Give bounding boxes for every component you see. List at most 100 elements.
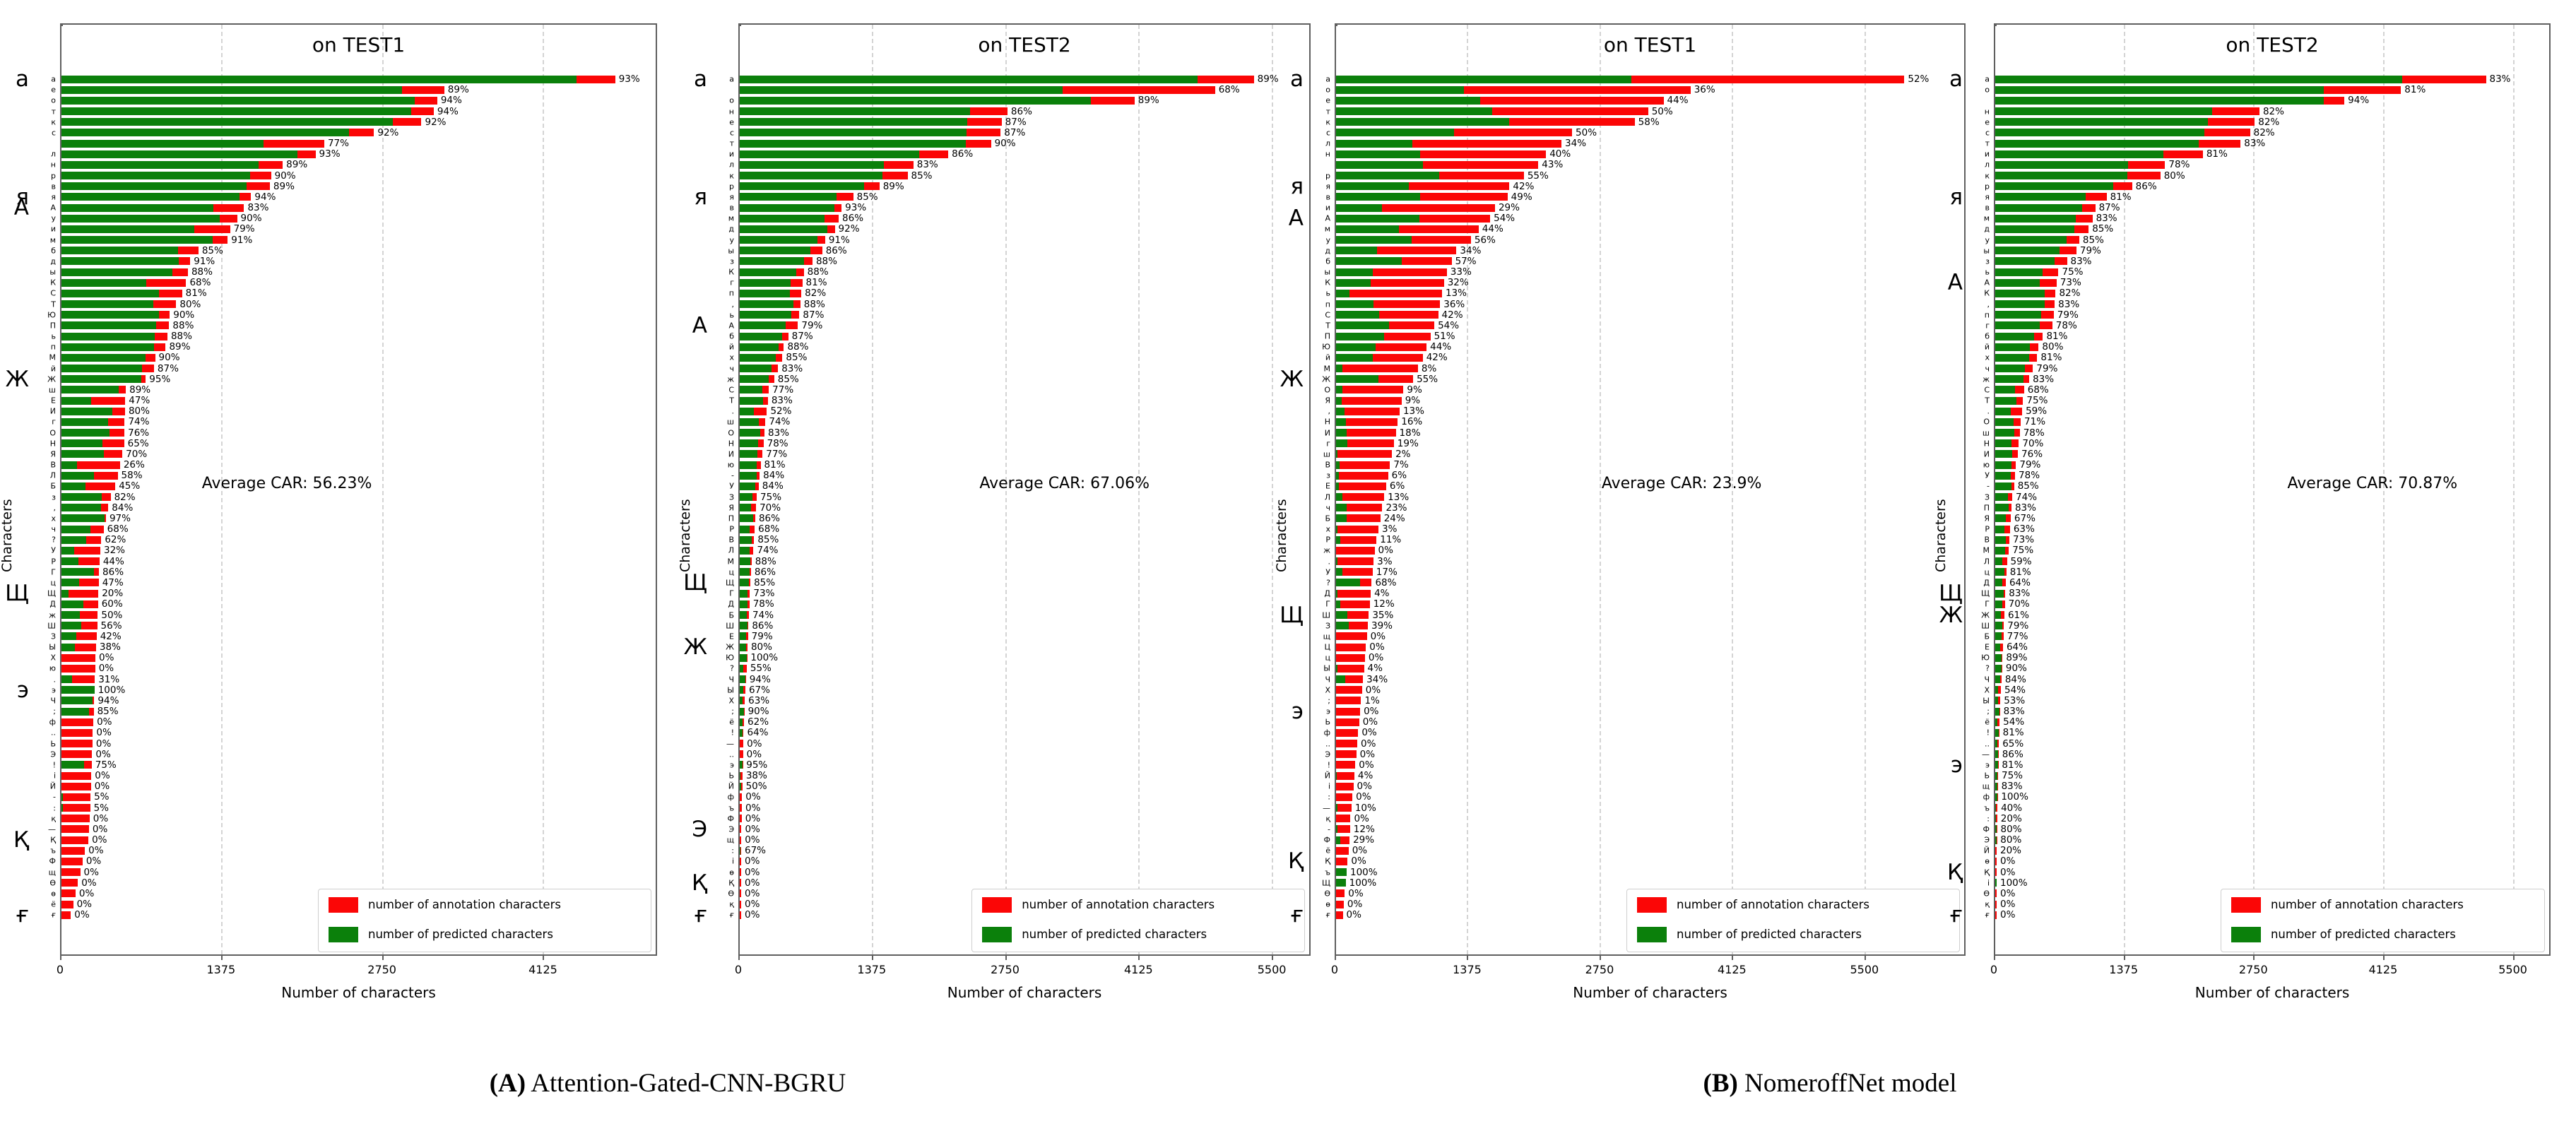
- bar-annotation: [1377, 247, 1457, 255]
- bar-annotation: [2040, 321, 2052, 330]
- bar-percent-label: 87%: [1005, 116, 1027, 128]
- bar-annotation: [61, 889, 76, 898]
- bar-predicted: [1336, 353, 1373, 362]
- bar-row-label: О: [49, 428, 56, 438]
- bar-predicted: [1995, 214, 2076, 223]
- bar-annotation: [172, 268, 188, 276]
- bar-annotation: [2076, 214, 2093, 223]
- bar-row-label: Й: [1324, 771, 1330, 781]
- bar-row-label: Д: [1324, 588, 1330, 598]
- bar-predicted: [1995, 707, 1999, 716]
- bar-predicted: [1995, 653, 2002, 662]
- x-tick-label: 4125: [2368, 963, 2398, 976]
- bar-percent-label: 4%: [1374, 588, 1390, 600]
- bar-predicted: [61, 247, 178, 255]
- bar-row-label: т: [1325, 107, 1330, 116]
- bar-percent-label: 79%: [2057, 309, 2079, 321]
- bar-predicted: [61, 600, 83, 608]
- bar-percent-label: 93%: [845, 202, 867, 214]
- bar-row-label: Е: [1325, 481, 1330, 491]
- bar-annotation: [769, 375, 774, 384]
- bar-percent-label: 77%: [766, 448, 788, 460]
- margin-letter: я: [16, 184, 29, 210]
- bar-percent-label: 20%: [102, 588, 124, 600]
- bar-row-label: х: [729, 353, 734, 362]
- bar-annotation: [2029, 353, 2038, 362]
- bar-row-label: у: [51, 213, 56, 223]
- bar-percent-label: 82%: [2262, 105, 2284, 117]
- bar-percent-label: 87%: [803, 309, 825, 321]
- bar-predicted: [1336, 160, 1423, 169]
- bar-percent-label: 32%: [104, 545, 126, 557]
- bar-row-label: п: [1325, 300, 1330, 309]
- bar-row-label: д: [1325, 246, 1330, 256]
- bar-annotation: [970, 107, 1008, 115]
- bar-percent-label: 74%: [128, 416, 150, 428]
- bar-row-label: Ы: [1983, 696, 1990, 706]
- bar-annotation: [759, 418, 766, 426]
- bar-annotation: [2011, 407, 2023, 415]
- bar-percent-label: 0%: [92, 834, 107, 846]
- bar-predicted: [1995, 172, 2127, 180]
- bar-row-label: Ч: [728, 675, 734, 685]
- bar-annotation: [1336, 750, 1357, 759]
- bar-row-label: в: [51, 182, 56, 191]
- bar-row-label: ч: [51, 524, 57, 534]
- figure-caption-b: (B) NomeroffNet model: [1703, 1068, 1957, 1099]
- bar-percent-label: 80%: [128, 405, 150, 418]
- bar-row-label: т: [51, 107, 56, 116]
- bar-row-label: Б: [1325, 514, 1330, 523]
- bar-annotation: [1439, 172, 1524, 180]
- bar-annotation: [740, 740, 744, 748]
- bar-predicted: [740, 589, 748, 598]
- bar-percent-label: 78%: [767, 437, 788, 449]
- bar-percent-label: 92%: [377, 126, 399, 138]
- bar-row-label: ?: [1326, 578, 1330, 588]
- bar-annotation: [1336, 653, 1365, 662]
- bar-row-label: Қ: [1325, 856, 1330, 866]
- bar-predicted: [1995, 879, 1997, 887]
- bar-annotation: [791, 278, 803, 287]
- bar-percent-label: 82%: [2258, 116, 2280, 128]
- bar-predicted: [1995, 289, 2045, 297]
- bar-predicted: [1995, 418, 2014, 426]
- bar-percent-label: 3%: [1377, 555, 1393, 567]
- bar-percent-label: 13%: [1402, 405, 1424, 418]
- margin-letter: ғ: [16, 902, 29, 928]
- bar-predicted: [1995, 471, 2011, 480]
- gridline: [1467, 25, 1469, 954]
- bar-row-label: Ө: [728, 889, 734, 899]
- bar-annotation: [61, 750, 93, 759]
- bar-percent-label: 86%: [758, 512, 780, 524]
- bar-percent-label: 49%: [1511, 191, 1532, 203]
- bar-predicted: [61, 589, 69, 598]
- bar-percent-label: 89%: [1257, 73, 1279, 85]
- bar-row-label: қ: [1985, 899, 1990, 909]
- x-tick-label: 2750: [1585, 963, 1614, 976]
- bar-annotation: [2016, 396, 2023, 405]
- bar-row-label: Г: [1325, 599, 1330, 609]
- bar-row-label: с: [51, 128, 56, 138]
- bar-row-label: И: [728, 449, 734, 459]
- bar-row-label: ь: [1985, 267, 1990, 277]
- bar-row-label: ц: [1325, 653, 1331, 663]
- bar-row-label: э: [1325, 706, 1330, 716]
- bar-annotation: [2014, 418, 2021, 426]
- bar-annotation: [1340, 600, 1370, 608]
- bar-row-label: Ж: [1981, 610, 1990, 620]
- bar-percent-label: 81%: [805, 277, 827, 289]
- margin-letter: Қ: [691, 870, 707, 896]
- bar-annotation: [1423, 160, 1539, 169]
- bar-annotation: [415, 96, 437, 105]
- bar-row-label: -: [53, 792, 56, 802]
- bar-row-label: е: [1325, 95, 1330, 105]
- legend-annotation-swatch: [329, 897, 358, 913]
- bar-annotation: [1337, 804, 1352, 812]
- bar-predicted: [1336, 557, 1337, 566]
- margin-letter: Щ: [1280, 602, 1304, 628]
- bar-predicted: [1336, 589, 1337, 598]
- bar-row-label: Қ: [728, 878, 734, 888]
- bar-percent-label: 85%: [2082, 234, 2104, 246]
- bar-annotation: [1409, 182, 1510, 191]
- bar-predicted: [61, 182, 247, 191]
